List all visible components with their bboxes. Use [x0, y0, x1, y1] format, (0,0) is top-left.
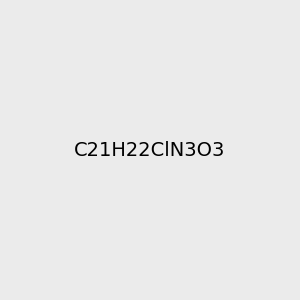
Text: C21H22ClN3O3: C21H22ClN3O3: [74, 140, 226, 160]
